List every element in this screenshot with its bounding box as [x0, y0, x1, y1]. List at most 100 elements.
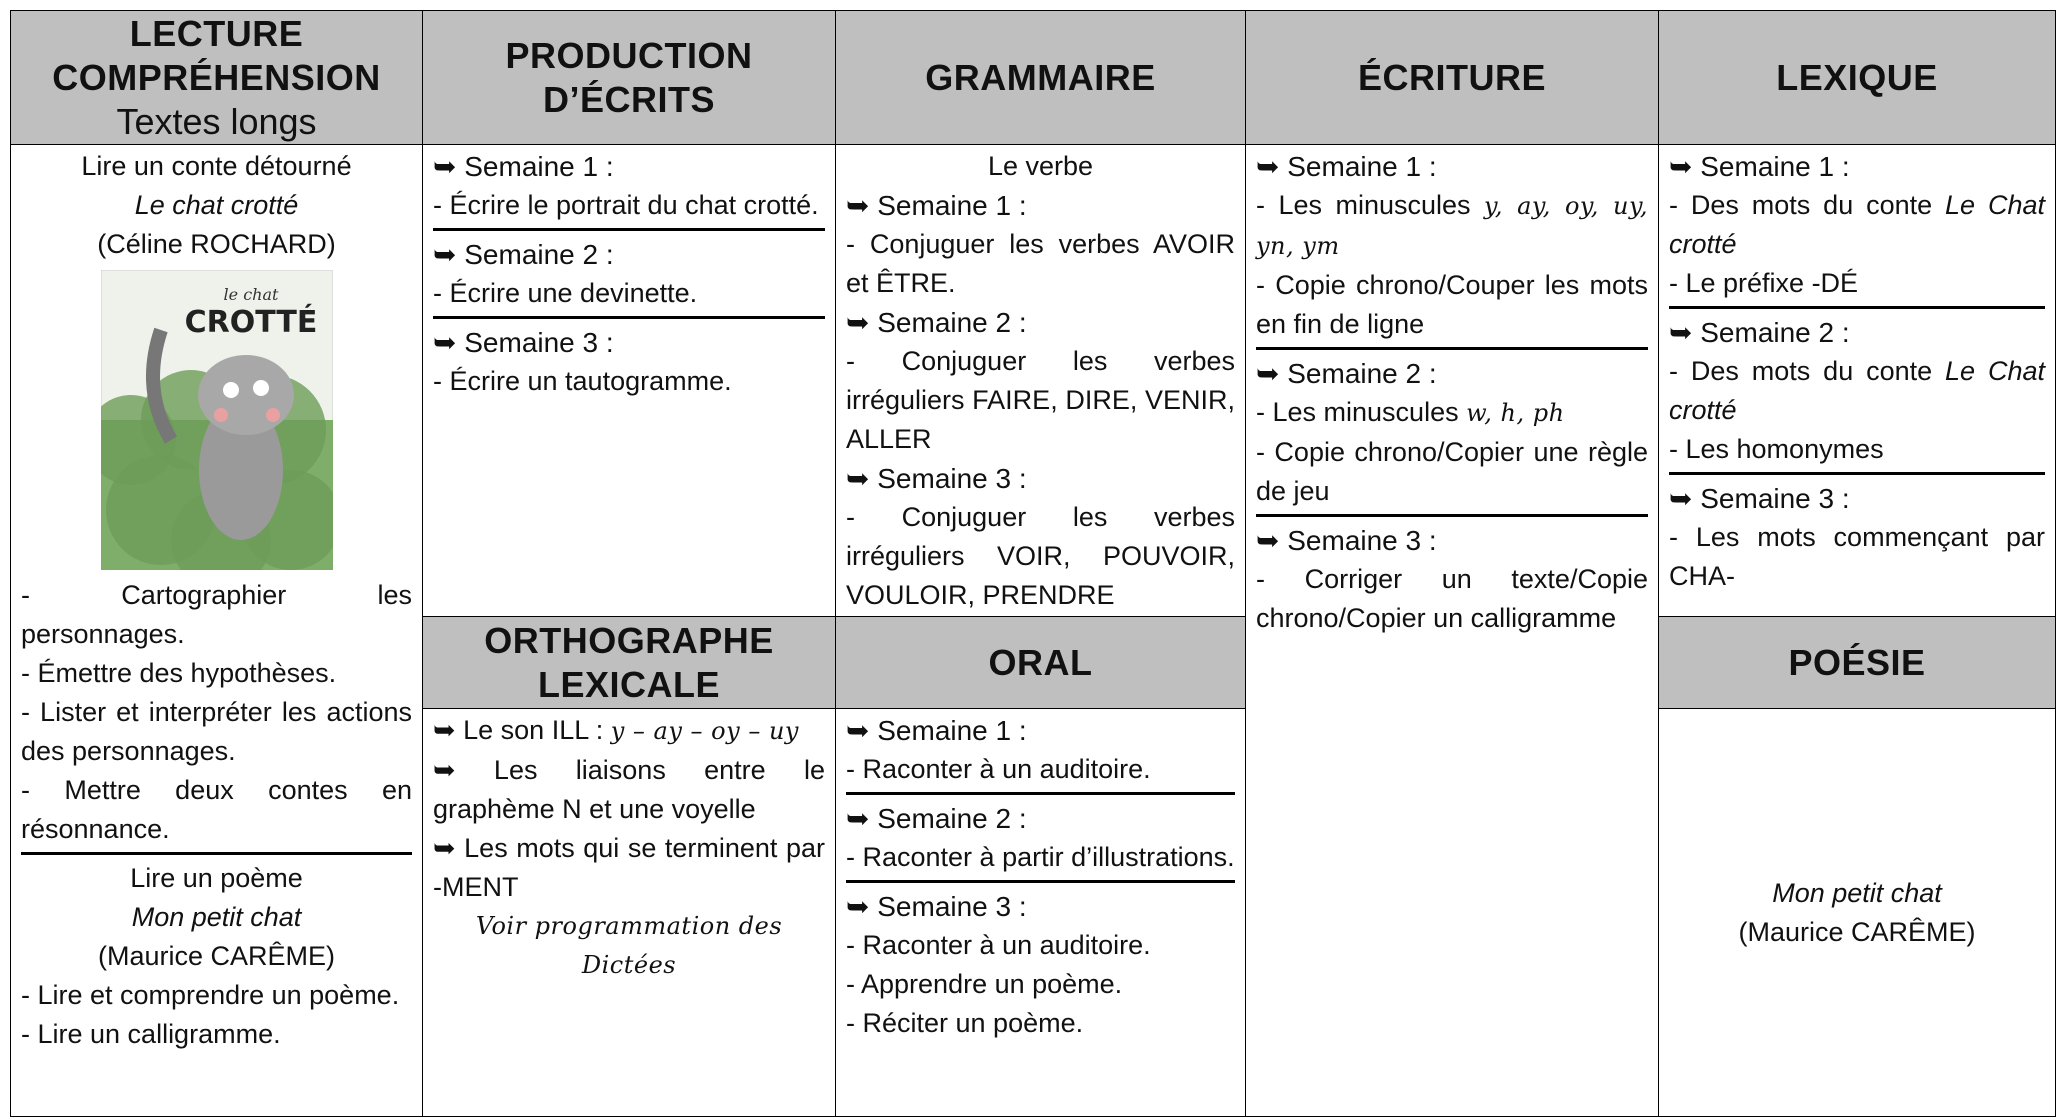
- book-cover: le chat CROTTÉ: [21, 270, 412, 570]
- week-label: ➥ Semaine 3 :: [433, 327, 614, 358]
- header-title: ORAL: [988, 641, 1093, 683]
- column-header: PRODUCTION D’ÉCRITS: [422, 10, 836, 145]
- text: - Des mots du conte: [1669, 190, 1946, 220]
- column-body: ➥ Semaine 1 : - Les minuscules y, ay, oy,…: [1245, 144, 1659, 1117]
- line: Le verbe: [987, 151, 1094, 181]
- week-label: ➥ Semaine 3 :: [846, 463, 1027, 494]
- content-block: ➥ Semaine 1 : - Écrire le portrait du cha…: [433, 147, 825, 225]
- styled-text: y – ay – oy – uy: [610, 717, 799, 745]
- cat-cheek: [213, 408, 228, 422]
- content-block: ➥ Semaine 2 : - Écrire une devinette.: [433, 228, 825, 313]
- content-block: ➥ Semaine 1 : - Raconter à un auditoire.: [846, 711, 1235, 789]
- header-title: ÉCRITURE: [1357, 56, 1546, 98]
- line: Voir programmation des Dictées: [475, 912, 783, 979]
- column-body: Lire un conte détourné Le chat crotté (Cél…: [10, 144, 423, 1117]
- column-body: ➥ Semaine 1 : - Des mots du conte Le Chat…: [1658, 144, 2056, 617]
- line: (Maurice CARÊME): [1738, 916, 1976, 947]
- line: - Lister et interpréter les actions des …: [21, 697, 412, 766]
- column-header: ÉCRITURE: [1245, 10, 1659, 145]
- line: - Lire un calligramme.: [21, 1019, 281, 1049]
- text: - Les minuscules: [1256, 190, 1484, 220]
- week-label: ➥ Semaine 1 :: [433, 151, 614, 182]
- line: - Des mots du conte Le Chat crotté: [1669, 352, 2045, 430]
- content-block: ➥ Semaine 3 : - Les mots commençant par C…: [1669, 472, 2045, 596]
- line: - Corriger un texte/Copie chrono/Copier …: [1256, 564, 1648, 633]
- cat-tail: [145, 327, 177, 444]
- column-header: POÉSIE: [1658, 616, 2056, 709]
- line: - Le préfixe -DÉ: [1669, 268, 1859, 298]
- line: - Des mots du conte Le Chat crotté: [1669, 186, 2045, 264]
- line: - Lire et comprendre un poème.: [21, 980, 400, 1010]
- week-label: ➥ Semaine 1 :: [846, 190, 1027, 221]
- content-block: ➥ Semaine 2 : - Des mots du conte Le Chat…: [1669, 306, 2045, 469]
- line: - Apprendre un poème.: [846, 969, 1123, 999]
- content-block: ➥ Semaine 1 : - Les minuscules y, ay, oy,…: [1256, 147, 1648, 344]
- line: - Écrire une devinette.: [433, 278, 698, 308]
- week-label: ➥ Semaine 1 :: [1256, 151, 1437, 182]
- column-body: ➥ Semaine 1 : - Écrire le portrait du cha…: [422, 144, 836, 617]
- week-label: ➥ Semaine 2 :: [433, 239, 614, 270]
- line: (Céline ROCHARD): [97, 229, 336, 259]
- styled-text: Le Chat crotté: [1669, 356, 2045, 425]
- content-block: ➥ Semaine 2 : - Les minuscules w, h, ph - …: [1256, 347, 1648, 511]
- line: - Copie chrono/Copier une règle de jeu: [1256, 437, 1648, 506]
- line: - Réciter un poème.: [846, 1008, 1084, 1038]
- header-subtitle: Textes longs: [116, 100, 317, 142]
- header-title: LEXIQUE: [1776, 56, 1938, 98]
- text: - Les minuscules: [1256, 397, 1467, 427]
- column-header: ORTHOGRAPHE LEXICALE: [422, 616, 836, 709]
- week-label: ➥ Semaine 3 :: [1256, 525, 1437, 556]
- week-label: ➥ Semaine 2 :: [846, 803, 1027, 834]
- column-body: Mon petit chat (Maurice CARÊME): [1658, 708, 2056, 1117]
- line: Le chat crotté: [134, 190, 299, 220]
- line: ➥ Les liaisons entre le graphème N et un…: [433, 755, 825, 824]
- line: - Conjuguer les verbes irréguliers VOIR,…: [846, 502, 1235, 610]
- header-title: ORTHOGRAPHE LEXICALE: [484, 619, 774, 705]
- text: ➥ Le son ILL :: [433, 715, 611, 745]
- line: - Raconter à un auditoire.: [846, 930, 1151, 960]
- styled-text: w, h, ph: [1466, 399, 1565, 427]
- column-header: LECTURE COMPRÉHENSION Textes longs: [10, 10, 423, 145]
- week-label: ➥ Semaine 1 :: [1669, 151, 1850, 182]
- line: Mon petit chat: [1772, 877, 1942, 908]
- week-label: ➥ Semaine 2 :: [1669, 317, 1850, 348]
- header-title: LECTURE COMPRÉHENSION: [52, 12, 381, 98]
- content-block: ➥ Le son ILL : y – ay – oy – uy ➥ Les lia…: [433, 711, 825, 985]
- styled-text: Le Chat crotté: [1669, 190, 2045, 259]
- content-block: Lire un conte détourné Le chat crotté (Cél…: [21, 147, 412, 849]
- week-label: ➥ Semaine 1 :: [846, 715, 1027, 746]
- line: Lire un conte détourné: [81, 151, 352, 181]
- cover-title-big: CROTTÉ: [184, 304, 317, 340]
- column-header: LEXIQUE: [1658, 10, 2056, 145]
- cat-eye: [222, 382, 239, 398]
- line: - Écrire le portrait du chat crotté.: [433, 190, 819, 220]
- line: - Émettre des hypothèses.: [21, 658, 337, 688]
- week-label: ➥ Semaine 2 :: [846, 307, 1027, 338]
- column-body: Le verbe ➥ Semaine 1 : - Conjuguer les ver…: [835, 144, 1246, 617]
- content-block: ➥ Semaine 3 : - Raconter à un auditoire. -…: [846, 880, 1235, 1043]
- line: - Écrire un tautogramme.: [433, 366, 732, 396]
- column-body: ➥ Le son ILL : y – ay – oy – uy ➥ Les lia…: [422, 708, 836, 1117]
- line: - Mettre deux contes en résonnance.: [21, 775, 412, 844]
- text: - Des mots du conte: [1669, 356, 1946, 386]
- line: - Raconter à partir d’illustrations.: [846, 842, 1235, 872]
- line: ➥ Le son ILL : y – ay – oy – uy: [433, 711, 825, 751]
- cat-eye: [252, 380, 269, 396]
- cat-body: [198, 400, 283, 540]
- column-header: ORAL: [835, 616, 1246, 709]
- header-title: POÉSIE: [1788, 641, 1926, 683]
- week-label: ➥ Semaine 2 :: [1256, 358, 1437, 389]
- cat-cheek: [265, 408, 280, 422]
- line: Lire un poème: [130, 863, 303, 893]
- week-label: ➥ Semaine 3 :: [846, 891, 1027, 922]
- line: ➥ Les mots qui se terminent par -MENT: [433, 833, 825, 902]
- line: - Copie chrono/Couper les mots en fin de…: [1256, 270, 1648, 339]
- cover-title-small: le chat: [223, 285, 278, 304]
- content-block: Lire un poème Mon petit chat (Maurice CARÊ…: [21, 852, 412, 1054]
- content-block: Mon petit chat (Maurice CARÊME): [1669, 874, 2045, 952]
- line: - Les mots commençant par CHA-: [1669, 522, 2045, 591]
- styled-text: y, ay, oy, uy, yn, ym: [1256, 192, 1648, 260]
- line: - Les homonymes: [1669, 434, 1884, 464]
